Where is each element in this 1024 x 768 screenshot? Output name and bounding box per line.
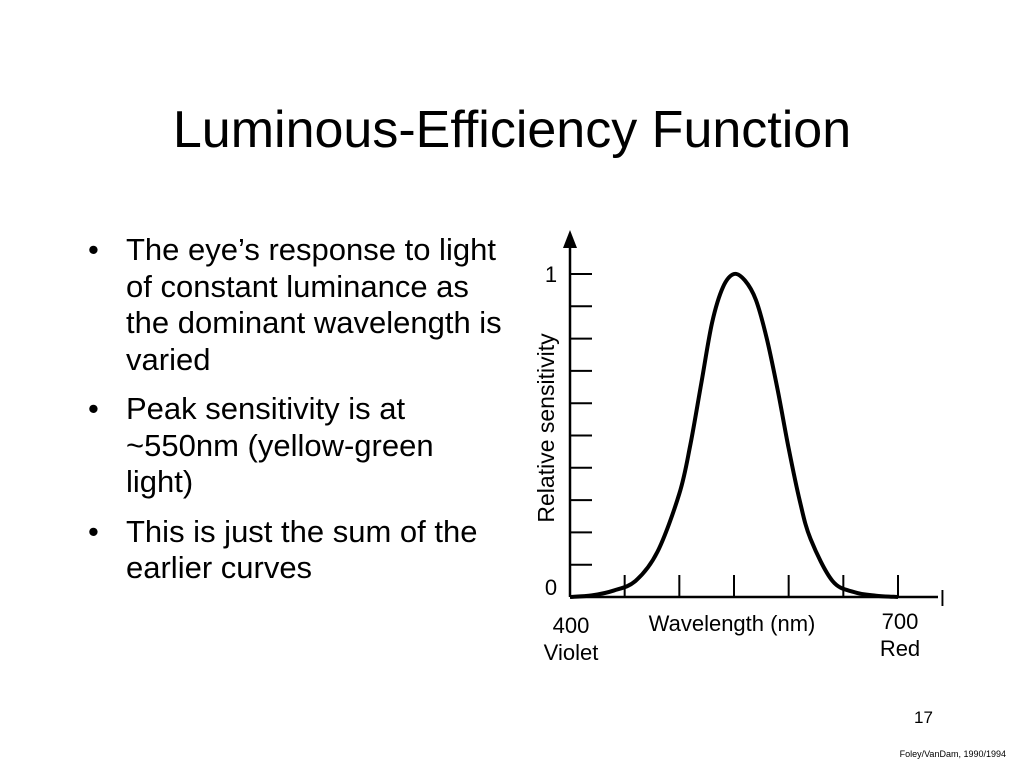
slide-title: Luminous-Efficiency Function: [172, 101, 852, 159]
page-number: 17: [914, 708, 933, 727]
y-axis-label: Relative sensitivity: [533, 333, 559, 523]
x-min-label-value: 400: [553, 613, 590, 638]
bullet-item: The eye’s response to light of constant …: [84, 232, 504, 378]
y-tick-label-min: 0: [545, 575, 557, 600]
x-axis-end-label: l: [940, 586, 945, 611]
bullet-item: Peak sensitivity is at ~550nm (yellow-gr…: [84, 391, 504, 501]
x-max-label-value: 700: [882, 609, 919, 634]
x-max-label-name: Red: [880, 636, 920, 661]
y-axis-arrow: [563, 230, 577, 248]
bullet-item: This is just the sum of the earlier curv…: [84, 514, 504, 587]
sensitivity-curve: [569, 271, 899, 599]
luminous-efficiency-chart: 1 0 Relative sensitivity l 400 Violet Wa…: [533, 230, 945, 665]
x-axis-label: Wavelength (nm): [649, 611, 816, 636]
y-tick-marks: [570, 273, 592, 598]
x-min-label-name: Violet: [544, 640, 599, 665]
x-tick-marks: [569, 575, 899, 597]
y-tick-label-max: 1: [545, 262, 557, 287]
bullet-list: The eye’s response to light of constant …: [84, 232, 504, 600]
credit-line: Foley/VanDam, 1990/1994: [899, 749, 1006, 759]
